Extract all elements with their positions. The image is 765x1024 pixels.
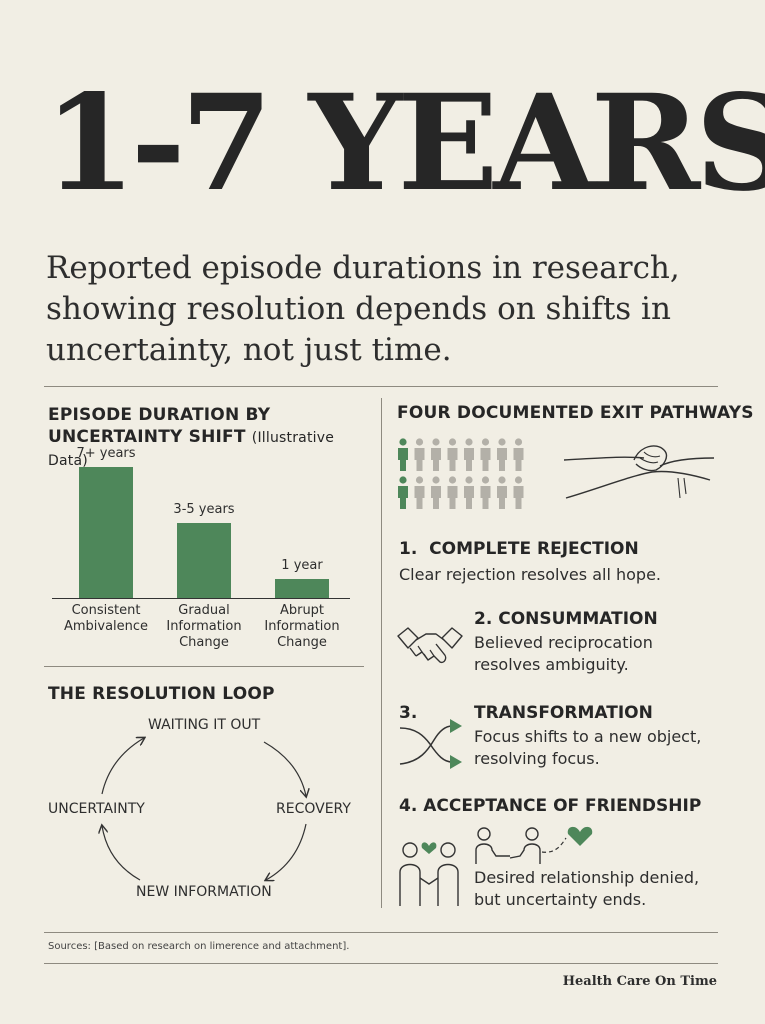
holding-hands-icon xyxy=(563,445,715,499)
pathway-4-desc: Desired relationship denied, but uncerta… xyxy=(474,868,700,909)
person-figure xyxy=(497,476,507,509)
duration-title-text: EPISODE DURATION BY UNCERTAINTY SHIFT xyxy=(48,405,271,447)
person-figure xyxy=(497,438,507,471)
pathway-1-title: 1. COMPLETE REJECTION xyxy=(399,539,639,559)
pathway-2-title: 2. CONSUMMATION xyxy=(474,609,658,629)
person-figure xyxy=(447,476,458,509)
pathway-2-desc: Believed reciprocation resolves ambiguit… xyxy=(474,633,653,674)
crossing-arrows-icon xyxy=(399,719,462,769)
person-figure xyxy=(480,438,491,471)
person-figure xyxy=(431,476,441,509)
person-figure xyxy=(398,438,408,471)
bar-data-label-3: 1 year xyxy=(281,558,323,574)
person-figure xyxy=(447,438,458,471)
person-figure xyxy=(431,438,441,471)
sources-note: Sources: [Based on research on limerence… xyxy=(48,941,350,952)
divider-top xyxy=(44,386,718,387)
person-figure xyxy=(513,476,524,509)
bar-category-label-2: Gradual Information Change xyxy=(166,603,242,650)
person-figure xyxy=(513,438,524,471)
bar-data-label-2: 3-5 years xyxy=(173,502,235,518)
duration-section-title: EPISODE DURATION BY UNCERTAINTY SHIFT (I… xyxy=(48,404,368,472)
resolution-loop-arrows xyxy=(44,700,364,910)
person-figure xyxy=(464,438,474,471)
loop-node-new-information: NEW INFORMATION xyxy=(136,884,272,900)
person-figure xyxy=(480,476,491,509)
pathway-4-title: 4. ACCEPTANCE OF FRIENDSHIP xyxy=(399,796,702,816)
duration-bar-chart: 7+ years Consistent Ambivalence 3-5 years Gr… xyxy=(44,446,364,660)
people-grid-icon xyxy=(398,438,524,509)
brand-name: Health Care On Time xyxy=(562,974,717,989)
loop-node-recovery: RECOVERY xyxy=(276,801,351,817)
person-figure xyxy=(464,476,474,509)
bar-data-label-1: 7+ years xyxy=(76,446,136,462)
bar-2 xyxy=(177,523,231,598)
divider-footer xyxy=(44,963,718,964)
subheadline: Reported episode durations in research, … xyxy=(46,250,680,368)
friends-heart-icon xyxy=(399,826,593,906)
bar-category-label-3: Abrupt Information Change xyxy=(264,603,340,650)
divider-vertical xyxy=(381,398,382,908)
loop-node-uncertainty: UNCERTAINTY xyxy=(48,801,145,817)
bar-3 xyxy=(275,579,329,598)
person-figure xyxy=(414,438,425,471)
divider-left-mid xyxy=(44,666,364,667)
duration-title-note: (Illustrative Data) xyxy=(48,430,335,469)
chart-baseline xyxy=(52,598,350,599)
pathways-section-title: FOUR DOCUMENTED EXIT PATHWAYS xyxy=(397,403,754,423)
person-figure xyxy=(414,476,425,509)
pathway-1-desc: Clear rejection resolves all hope. xyxy=(399,565,661,584)
pathway-3-number: 3. xyxy=(399,703,418,723)
handshake-icon xyxy=(397,627,463,664)
pathway-3-desc: Focus shifts to a new object, resolving … xyxy=(474,727,702,768)
bar-category-label-1: Consistent Ambivalence xyxy=(63,603,149,634)
headline: 1-7 YEARS xyxy=(44,66,765,221)
loop-section-title: THE RESOLUTION LOOP xyxy=(48,684,275,704)
loop-node-waiting: WAITING IT OUT xyxy=(148,717,261,733)
divider-bottom xyxy=(44,932,718,933)
person-figure xyxy=(398,476,408,509)
pathway-3-title: TRANSFORMATION xyxy=(474,703,653,723)
bar-1 xyxy=(79,467,133,598)
